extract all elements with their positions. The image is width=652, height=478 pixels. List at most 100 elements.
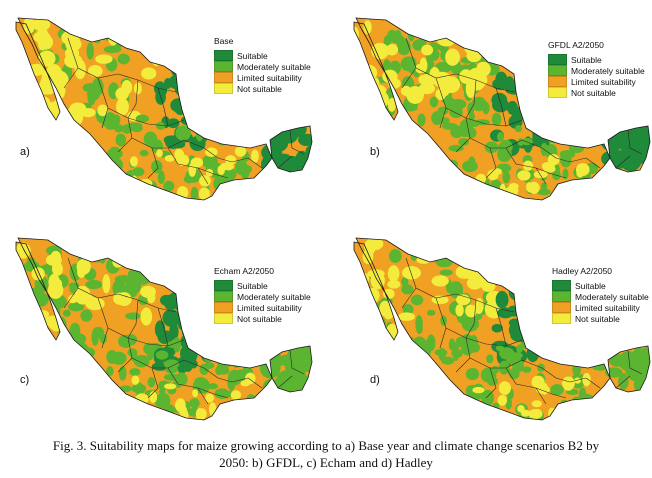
label-not-suitable: Not suitable (237, 313, 282, 324)
state-border (183, 359, 249, 383)
label-suitable: Suitable (575, 280, 606, 291)
state-border (117, 293, 177, 313)
state-border (63, 67, 79, 89)
swatch-limited-suitability (548, 76, 567, 87)
country-outline (15, 241, 61, 341)
label-moderately-suitable: Moderately suitable (237, 291, 311, 302)
state-border (277, 375, 293, 389)
swatch-suitable (552, 280, 571, 291)
state-border (127, 79, 139, 119)
state-border (63, 287, 79, 309)
legend-a: Base Suitable Moderately suitable Limite… (214, 36, 311, 94)
state-border (505, 147, 547, 185)
state-border (615, 375, 631, 389)
state-border (495, 307, 507, 347)
mexico-map-b (353, 17, 651, 201)
country-outline (17, 237, 273, 421)
mexico-map-a (15, 17, 313, 201)
state-border (247, 377, 263, 389)
legend-b: GFDL A2/2050 Suitable Moderately suitabl… (548, 40, 645, 98)
swatch-not-suitable (548, 87, 567, 98)
state-border (67, 257, 119, 299)
swatch-moderately-suitable (214, 61, 233, 72)
map-panel-d: Hadley A2/2050 Suitable Moderately suita… (340, 222, 652, 434)
state-border (405, 257, 457, 299)
country-outline (17, 17, 273, 201)
label-suitable: Suitable (237, 50, 268, 61)
state-border (197, 387, 229, 399)
state-border (67, 37, 119, 79)
state-border (535, 387, 567, 399)
map-panel-c: Echam A2/2050 Suitable Moderately suitab… (2, 222, 322, 434)
state-border (147, 367, 159, 399)
state-border (445, 327, 523, 347)
state-border (627, 129, 643, 155)
label-suitable: Suitable (571, 54, 602, 65)
state-border (107, 107, 185, 127)
state-border (485, 367, 497, 399)
label-suitable: Suitable (237, 280, 268, 291)
swatch-not-suitable (552, 313, 571, 324)
state-border (465, 299, 477, 339)
country-outline (355, 237, 611, 421)
state-border (521, 359, 587, 383)
state-border (585, 377, 601, 389)
state-border (495, 87, 507, 127)
state-border (127, 299, 139, 339)
label-limited-suitability: Limited suitability (571, 76, 636, 87)
swatch-limited-suitability (552, 302, 571, 313)
mexico-map-c (15, 237, 313, 421)
swatch-moderately-suitable (548, 65, 567, 76)
caption-line-1: Fig. 3. Suitability maps for maize growi… (52, 438, 600, 453)
swatch-suitable (548, 54, 567, 65)
label-moderately-suitable: Moderately suitable (575, 291, 649, 302)
state-border (445, 107, 523, 127)
state-border (157, 307, 169, 347)
state-border (469, 137, 523, 149)
legend-title-a: Base (214, 36, 234, 46)
state-border (615, 155, 631, 169)
state-border (535, 167, 567, 179)
country-outline (15, 21, 61, 121)
state-border (131, 357, 185, 369)
label-limited-suitability: Limited suitability (237, 302, 302, 313)
figure-caption: Fig. 3. Suitability maps for maize growi… (0, 437, 652, 471)
swatch-moderately-suitable (214, 291, 233, 302)
swatch-moderately-suitable (552, 291, 571, 302)
state-border (289, 349, 305, 375)
label-moderately-suitable: Moderately suitable (571, 65, 645, 76)
panel-letter-a: a) (20, 146, 30, 158)
country-outline (355, 17, 611, 201)
state-border (167, 147, 209, 185)
state-border (167, 367, 209, 405)
state-border (117, 73, 177, 93)
swatch-limited-suitability (214, 72, 233, 83)
country-outline (353, 241, 399, 341)
label-not-suitable: Not suitable (575, 313, 620, 324)
state-border (183, 139, 249, 163)
swatch-not-suitable (214, 83, 233, 94)
mexico-map-d (353, 237, 651, 421)
panel-letter-b: b) (370, 146, 380, 158)
state-border (455, 293, 515, 313)
label-not-suitable: Not suitable (571, 87, 616, 98)
swatch-not-suitable (214, 313, 233, 324)
state-border (157, 87, 169, 127)
legend-title-d: Hadley A2/2050 (552, 266, 613, 276)
panel-letter-c: c) (20, 374, 30, 386)
swatch-limited-suitability (214, 302, 233, 313)
state-border (505, 367, 547, 405)
state-border (627, 349, 643, 375)
legend-d: Hadley A2/2050 Suitable Moderately suita… (552, 266, 649, 324)
map-panel-a: Base Suitable Moderately suitable Limite… (2, 2, 322, 214)
country-outline (269, 345, 313, 393)
state-border (455, 73, 515, 93)
state-border (401, 67, 417, 89)
state-border (485, 147, 497, 179)
panel-letter-d: d) (370, 374, 380, 386)
country-outline (269, 125, 313, 173)
caption-line-2: 2050: b) GFDL, c) Echam and d) Hadley (219, 455, 433, 470)
state-border (131, 137, 185, 149)
state-border (401, 287, 417, 309)
legend-title-c: Echam A2/2050 (214, 266, 275, 276)
